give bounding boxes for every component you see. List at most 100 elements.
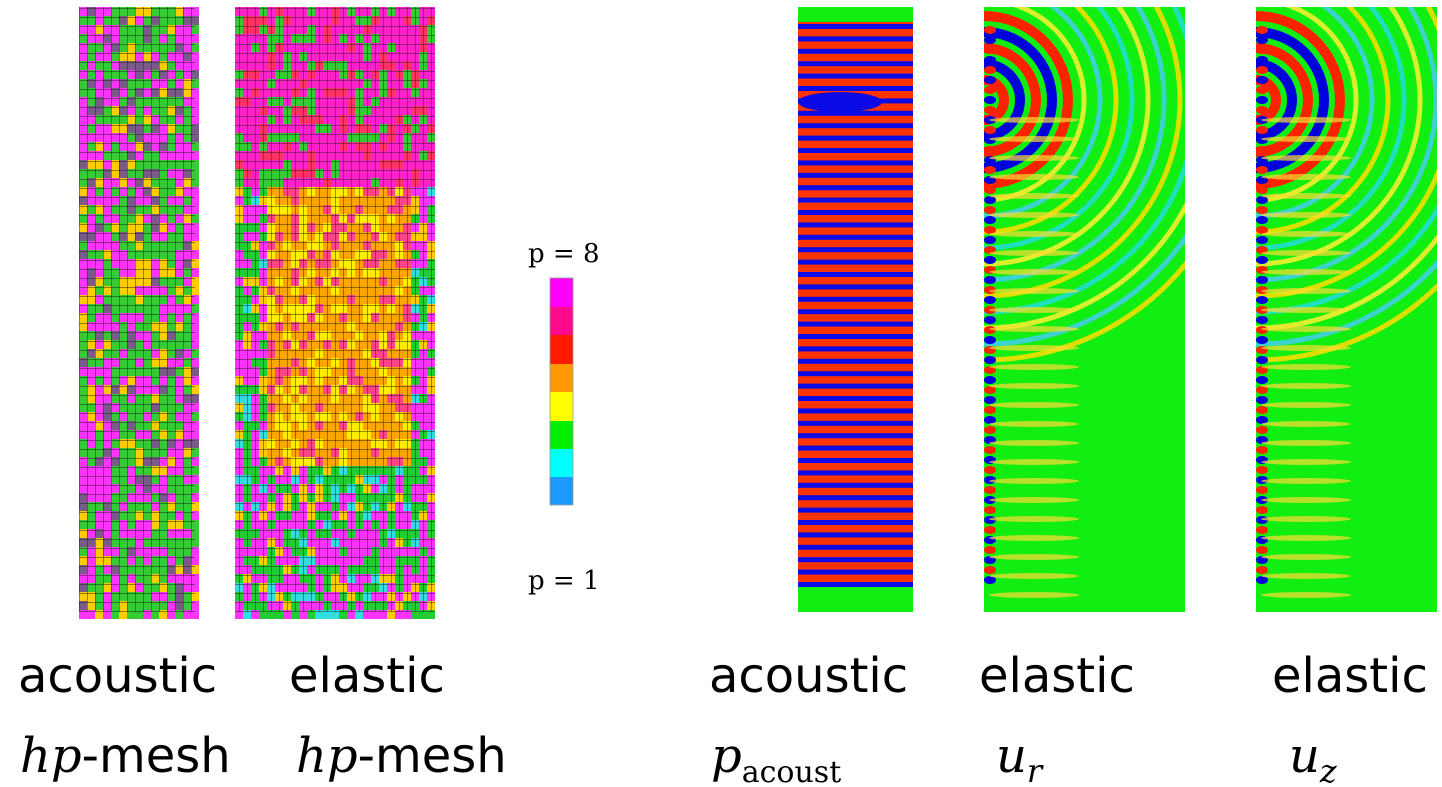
edge-wave [984,396,996,404]
math-symbol: p [711,728,742,784]
wave-streak [989,516,1079,522]
caption-math: hp-mesh [20,728,231,784]
edge-wave [1256,316,1268,324]
mesh-grid [235,7,435,612]
colorbar-swatch [550,307,573,335]
field-stripe [798,557,913,562]
wave-streak [989,478,1079,484]
edge-wave [1256,236,1268,244]
field-stripe [798,260,913,265]
wave-streak [1261,554,1351,560]
field-stripe [798,483,913,488]
edge-wave [984,526,996,534]
colorbar-bottom-label: p = 1 [528,566,600,596]
field-stripe [798,247,913,252]
edge-wave [984,106,996,114]
edge-wave [1256,76,1268,84]
field-stripe [798,49,913,54]
wave-streak [989,174,1079,180]
edge-wave [984,86,996,94]
field-stripe [798,470,913,475]
edge-wave [1256,166,1268,174]
wave-streak [989,193,1079,199]
wave-streak [1261,459,1351,465]
wave-streak [989,364,1079,370]
wave-streak [989,383,1079,389]
caption-math: uz [1289,728,1338,787]
field-stripe [798,198,913,203]
field-stripe [798,284,913,289]
edge-wave [1256,276,1268,284]
edge-wave [984,206,996,214]
field-stripe [798,123,913,128]
field-stripe [798,433,913,438]
edge-wave [984,466,996,474]
field-stripe [798,582,913,587]
page: p = 8 p = 1 acoustic hp-mesh elastic hp-… [0,0,1442,787]
colorbar: p = 8 p = 1 [528,239,600,596]
wave-streak [1261,307,1351,313]
field-stripe [798,346,913,351]
wave-streak [989,554,1079,560]
wave-streak [989,440,1079,446]
figure: p = 8 p = 1 acoustic hp-mesh elastic hp-… [0,0,1442,787]
field-stripe [798,297,913,302]
field-stripe [798,309,913,314]
edge-wave [1256,376,1268,384]
wave-streak [989,402,1079,408]
caption: elastic [979,648,1135,704]
wave-streak [1261,440,1351,446]
wave-streak [989,307,1079,313]
edge-wave [1256,96,1268,104]
math-subscript: z [1319,752,1338,787]
wave-streak [989,535,1079,541]
edge-wave [1256,356,1268,364]
field-stripe [798,396,913,401]
wave-streak [1261,535,1351,541]
edge-wave [984,26,996,34]
edge-wave [984,56,996,64]
edge-wave [1256,486,1268,494]
wave-streak [1261,174,1351,180]
edge-wave [1256,466,1268,474]
field-stripe [798,532,913,537]
edge-wave [984,336,996,344]
field-stripe [798,334,913,339]
edge-wave [984,356,996,364]
edge-wave [1256,66,1268,74]
caption: acoustic [18,648,217,704]
wave-streak [989,117,1079,123]
edge-wave [1256,396,1268,404]
caption: acoustic [709,648,908,704]
field-stripe [798,24,913,29]
edge-wave [984,66,996,74]
wave-streak [1261,402,1351,408]
field-stripe [798,421,913,426]
field-stripe [798,359,913,364]
wave-streak [989,136,1079,142]
wave-streak [1261,326,1351,332]
field-stripe [798,61,913,66]
edge-wave [1256,36,1268,44]
wave-streak [989,326,1079,332]
edge-wave [984,376,996,384]
edge-wave [984,46,996,54]
math-symbol: u [1289,728,1320,784]
wave-streak [1261,288,1351,294]
edge-wave [1256,206,1268,214]
edge-wave [1256,546,1268,554]
math-subscript: acoust [742,755,842,787]
caption: elastic [289,648,445,704]
edge-wave [984,146,996,154]
wave-streak [989,288,1079,294]
field-stripe [798,210,913,215]
wave-streak [1261,269,1351,275]
edge-wave [984,126,996,134]
wave-streak [1261,345,1351,351]
edge-wave [1256,446,1268,454]
edge-wave [1256,526,1268,534]
edge-wave [984,506,996,514]
edge-wave [984,316,996,324]
field-stripe [798,173,913,178]
field-stripe [798,446,913,451]
